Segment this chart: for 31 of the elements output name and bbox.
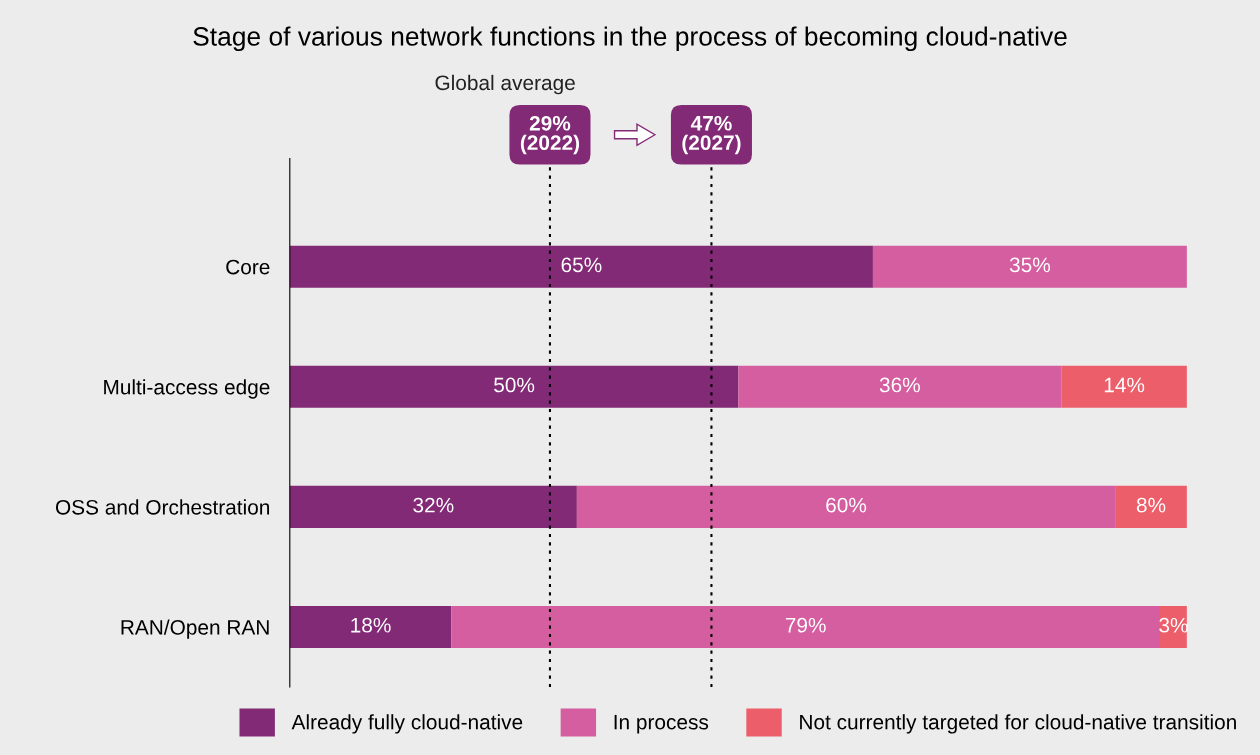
ref-line-label: 47% (2027)	[682, 115, 741, 155]
text: 18%	[351, 617, 391, 633]
bar	[1115, 485, 1187, 528]
text: 65%	[561, 257, 602, 273]
bar	[451, 605, 1161, 649]
text: 60%	[826, 497, 867, 513]
chart-title: Stage of various network functions in the process of becoming cloud-native	[193, 26, 1067, 52]
bar	[289, 365, 739, 408]
y-tick-label: RAN/Open RAN	[121, 619, 269, 639]
y-tick-label: Core	[226, 259, 270, 275]
y-tick-label: Multi-access edge	[104, 379, 270, 399]
text: 36%	[879, 377, 920, 393]
bar	[738, 365, 1062, 408]
bar	[1061, 365, 1187, 408]
bar	[289, 485, 577, 528]
text: 14%	[1104, 377, 1145, 393]
text: Global average	[435, 74, 575, 95]
bar	[289, 245, 873, 288]
bar	[289, 605, 452, 649]
legend-label: Already fully cloud-native	[291, 714, 523, 734]
ref-line-label: 29% (2022)	[520, 115, 580, 155]
bar	[576, 485, 1116, 528]
legend-label: Not currently targeted for cloud-native transition	[800, 714, 1236, 734]
text: 79%	[785, 617, 826, 633]
text: 35%	[1009, 257, 1051, 273]
text: 32%	[413, 497, 454, 513]
legend-label: In process	[614, 714, 709, 734]
bar	[872, 245, 1187, 288]
text: 50%	[494, 377, 535, 393]
text: 8%	[1136, 497, 1166, 513]
y-tick-label: OSS and Orchestration	[55, 499, 270, 515]
